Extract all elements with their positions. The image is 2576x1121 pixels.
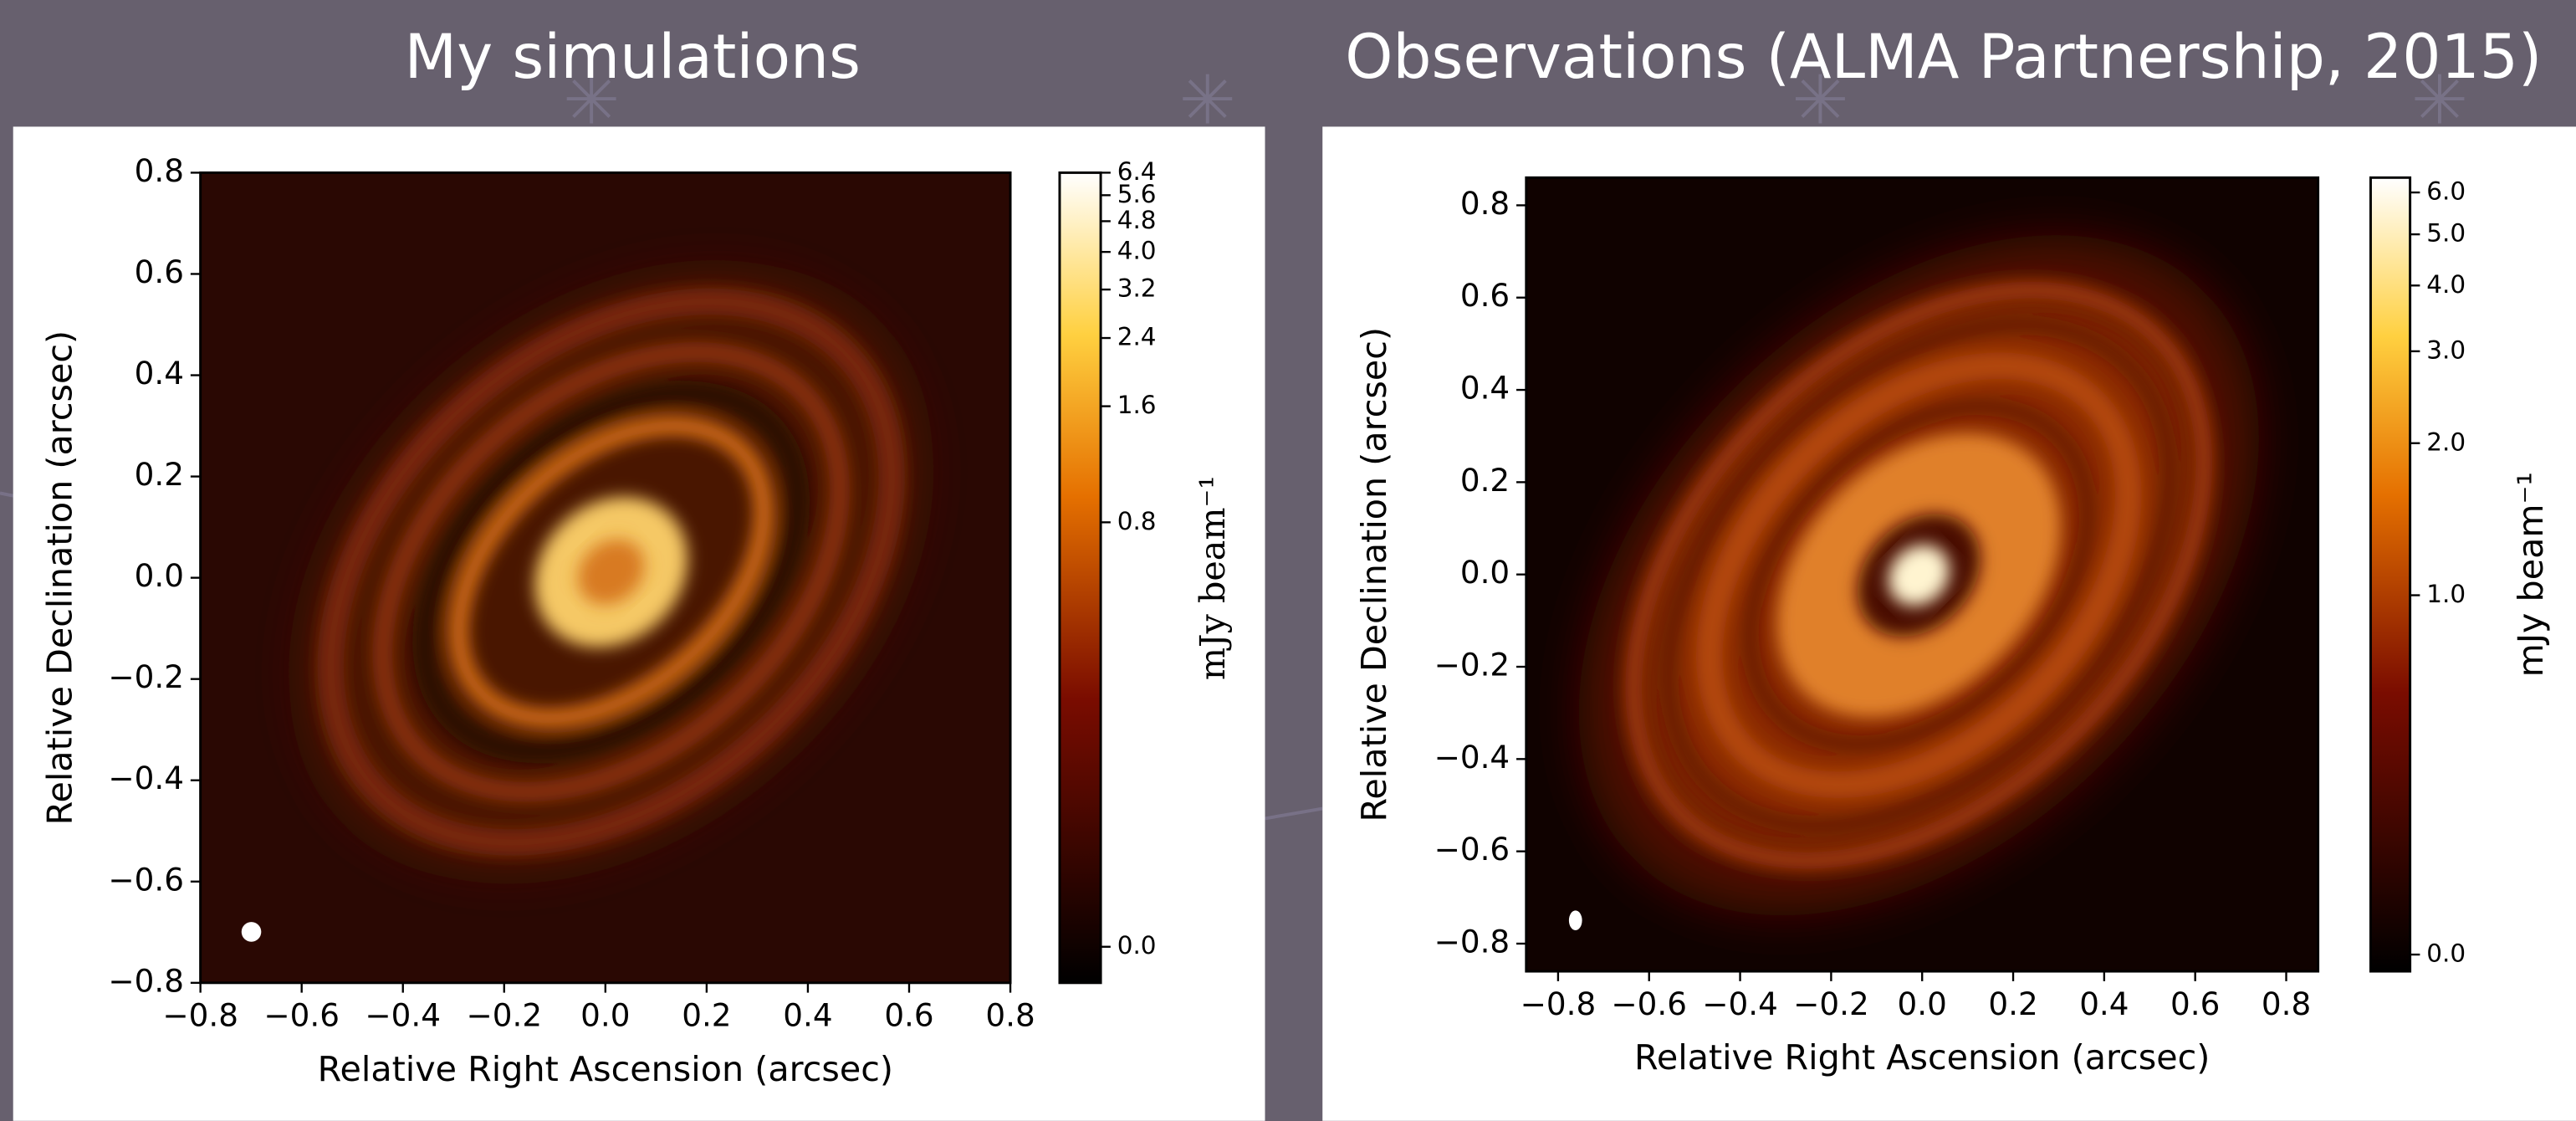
y-tick-label: −0.2 bbox=[108, 658, 184, 695]
colorbar bbox=[2369, 176, 2412, 973]
y-tick-label: 0.0 bbox=[135, 557, 184, 594]
colorbar-tick-label: 6.0 bbox=[2426, 177, 2466, 206]
disk-image bbox=[200, 172, 1011, 983]
x-tick-label: 0.0 bbox=[1898, 985, 1947, 1022]
y-tick-label: 0.8 bbox=[135, 152, 184, 189]
colorbar-tick-label: 4.0 bbox=[2426, 270, 2466, 299]
background-decor bbox=[0, 74, 2465, 821]
y-tick-label: 0.4 bbox=[1460, 370, 1510, 407]
colorbar-tick-label: 3.2 bbox=[1117, 274, 1157, 303]
chart-title: My simulations bbox=[405, 23, 861, 93]
x-tick-label: −0.2 bbox=[1793, 985, 1869, 1022]
x-tick-label: 0.0 bbox=[580, 997, 630, 1034]
x-tick-label: 0.8 bbox=[2262, 985, 2311, 1022]
chart-title: Observations (ALMA Partnership, 2015) bbox=[1345, 23, 2542, 93]
colorbar-tick-label: 5.6 bbox=[1117, 180, 1157, 208]
y-tick-label: 0.6 bbox=[135, 253, 184, 290]
y-tick-label: −0.4 bbox=[108, 760, 184, 796]
x-tick-label: −0.6 bbox=[1611, 985, 1687, 1022]
x-tick-label: −0.6 bbox=[263, 997, 340, 1034]
colorbar-tick-label: 4.8 bbox=[1117, 206, 1157, 234]
colorbar-tick-label: 0.0 bbox=[2426, 939, 2466, 968]
y-tick-label: 0.4 bbox=[135, 355, 184, 392]
x-tick-label: 0.6 bbox=[2170, 985, 2220, 1022]
x-axis-label: Relative Right Ascension (arcsec) bbox=[318, 1049, 893, 1089]
colorbar-label: mJy beam⁻¹ bbox=[2511, 472, 2551, 677]
colorbar-tick-label: 0.8 bbox=[1117, 507, 1157, 535]
colorbar-tick-label: 2.0 bbox=[2426, 427, 2466, 456]
colorbar bbox=[1058, 171, 1102, 985]
x-tick-label: 0.8 bbox=[985, 997, 1035, 1034]
y-tick-label: 0.0 bbox=[1460, 554, 1510, 591]
y-axis-label: Relative Declination (arcsec) bbox=[40, 330, 80, 826]
y-tick-label: −0.8 bbox=[108, 962, 184, 999]
y-axis-label: Relative Declination (arcsec) bbox=[1354, 327, 1394, 822]
x-axis-label: Relative Right Ascension (arcsec) bbox=[1634, 1037, 2210, 1077]
y-tick-label: −0.2 bbox=[1434, 647, 1510, 683]
x-tick-label: −0.8 bbox=[1521, 985, 1597, 1022]
y-tick-label: 0.2 bbox=[1460, 462, 1510, 499]
y-tick-label: 0.6 bbox=[1460, 277, 1510, 314]
colorbar-tick-label: 3.0 bbox=[2426, 335, 2466, 364]
x-tick-label: 0.6 bbox=[884, 997, 933, 1034]
x-tick-label: 0.2 bbox=[682, 997, 731, 1034]
colorbar-tick-label: 6.4 bbox=[1117, 157, 1157, 186]
x-tick-label: −0.8 bbox=[162, 997, 238, 1034]
x-tick-label: 0.2 bbox=[1988, 985, 2037, 1022]
x-tick-label: −0.4 bbox=[1702, 985, 1778, 1022]
colorbar-tick-label: 1.6 bbox=[1117, 391, 1157, 419]
colorbar-tick-label: 4.0 bbox=[1117, 237, 1157, 265]
y-tick-label: −0.6 bbox=[1434, 831, 1510, 868]
x-tick-label: 0.4 bbox=[783, 997, 832, 1034]
x-tick-label: 0.4 bbox=[2079, 985, 2129, 1022]
x-tick-label: −0.2 bbox=[466, 997, 542, 1034]
colorbar-tick-label: 0.0 bbox=[1117, 931, 1157, 960]
disk-image bbox=[1526, 177, 2318, 972]
y-tick-label: −0.8 bbox=[1434, 923, 1510, 960]
y-tick-label: −0.4 bbox=[1434, 739, 1510, 775]
y-tick-label: 0.8 bbox=[1460, 185, 1510, 222]
colorbar-label: mJy beam⁻¹ bbox=[1193, 475, 1233, 680]
colorbar-tick-label: 2.4 bbox=[1117, 323, 1157, 351]
colorbar-tick-label: 1.0 bbox=[2426, 580, 2466, 608]
x-tick-label: −0.4 bbox=[365, 997, 441, 1034]
y-tick-label: −0.6 bbox=[108, 861, 184, 898]
y-tick-label: 0.2 bbox=[135, 456, 184, 493]
colorbar-tick-label: 5.0 bbox=[2426, 219, 2466, 248]
